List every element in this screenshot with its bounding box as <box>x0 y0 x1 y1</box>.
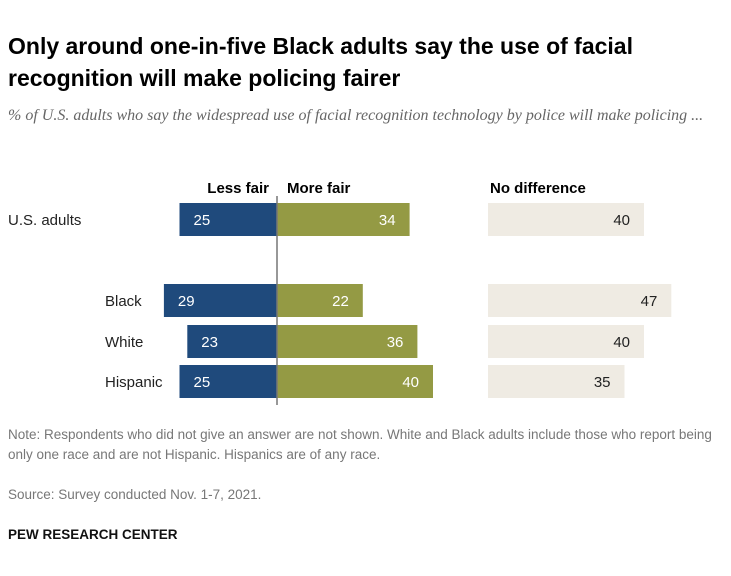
bar-less-fair <box>179 203 277 236</box>
bar-less-fair <box>179 365 277 398</box>
legend-less-fair: Less fair <box>207 180 269 197</box>
bar-more-fair <box>277 284 363 317</box>
category-label: Hispanic <box>105 374 163 391</box>
bar-less-fair <box>187 325 277 358</box>
data-label-more-fair: 40 <box>402 374 419 391</box>
legend-more-fair: More fair <box>287 180 351 197</box>
bar-no-difference <box>488 365 625 398</box>
source: Source: Survey conducted Nov. 1-7, 2021. <box>8 487 262 502</box>
data-label-less-fair: 25 <box>194 212 211 229</box>
category-label: White <box>105 334 143 351</box>
bar-more-fair <box>277 365 433 398</box>
data-label-more-fair: 22 <box>332 293 349 310</box>
data-label-more-fair: 36 <box>387 334 404 351</box>
data-label-less-fair: 29 <box>178 293 195 310</box>
data-label-no-difference: 40 <box>613 212 630 229</box>
chart-subtitle: % of U.S. adults who say the widespread … <box>8 107 704 124</box>
bar-no-difference <box>488 325 644 358</box>
chart-title: Only around one-in-five Black adults say… <box>8 33 633 91</box>
legend-no-difference: No difference <box>490 180 586 197</box>
brand-logo-text: PEW RESEARCH CENTER <box>8 527 178 542</box>
data-label-no-difference: 35 <box>594 374 611 391</box>
data-label-no-difference: 47 <box>641 293 658 310</box>
data-label-more-fair: 34 <box>379 212 396 229</box>
category-label: Black <box>105 293 142 310</box>
note: Note: Respondents who did not give an an… <box>8 427 712 462</box>
data-label-no-difference: 40 <box>613 334 630 351</box>
category-label: U.S. adults <box>8 212 81 229</box>
bar-more-fair <box>277 203 410 236</box>
bar-less-fair <box>163 284 277 317</box>
data-label-less-fair: 25 <box>194 374 211 391</box>
data-label-less-fair: 23 <box>201 334 218 351</box>
bar-no-difference <box>488 203 644 236</box>
bar-more-fair <box>277 325 418 358</box>
bar-no-difference <box>488 284 672 317</box>
